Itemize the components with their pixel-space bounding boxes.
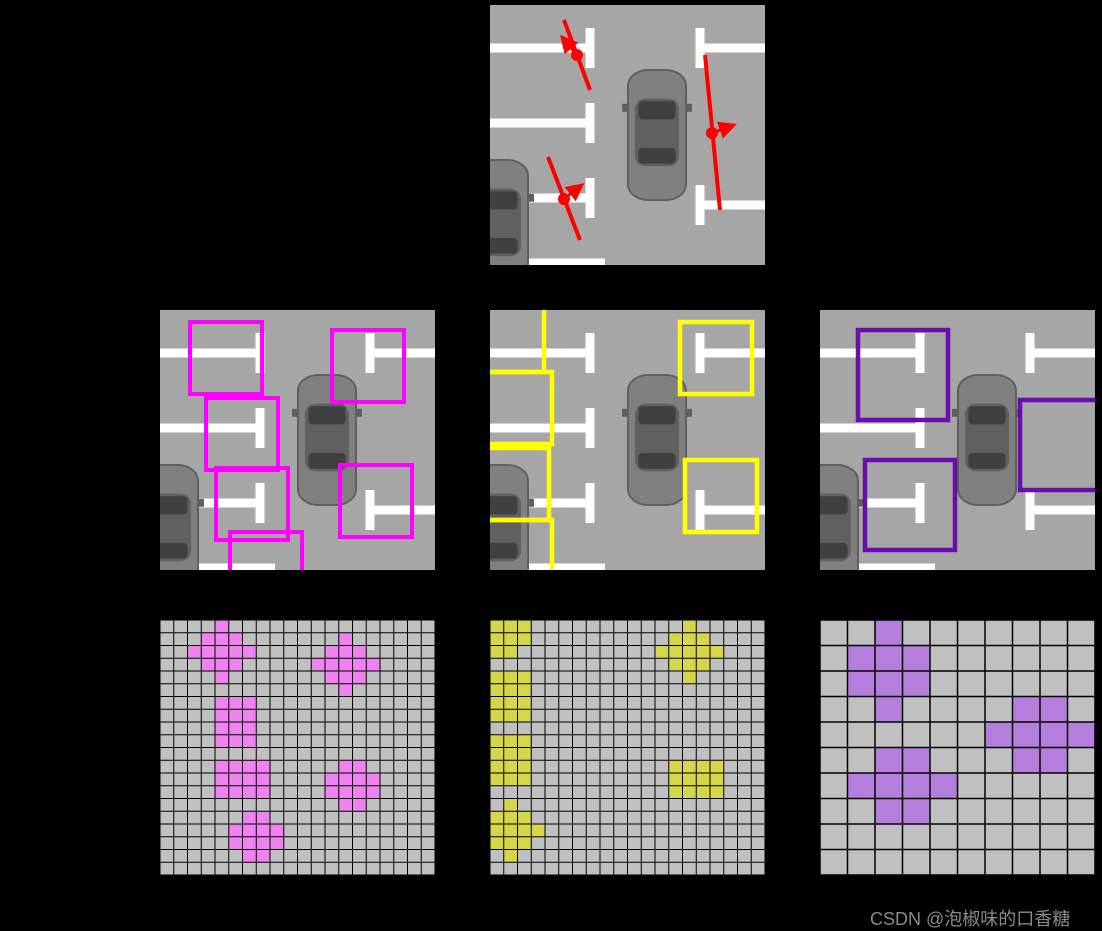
label-b1: (b1) [275,572,315,599]
label-c3: (c3) [935,880,974,907]
label-c1: (c1) [275,880,314,907]
label-b2: (b2) [605,572,645,599]
watermark-text: CSDN @泡椒味的口香糖 [870,905,1070,931]
label-c2: (c2) [605,880,644,907]
diagram-canvas [0,0,1102,931]
label-a: (a) [610,265,638,292]
label-b3: (b3) [935,572,975,599]
